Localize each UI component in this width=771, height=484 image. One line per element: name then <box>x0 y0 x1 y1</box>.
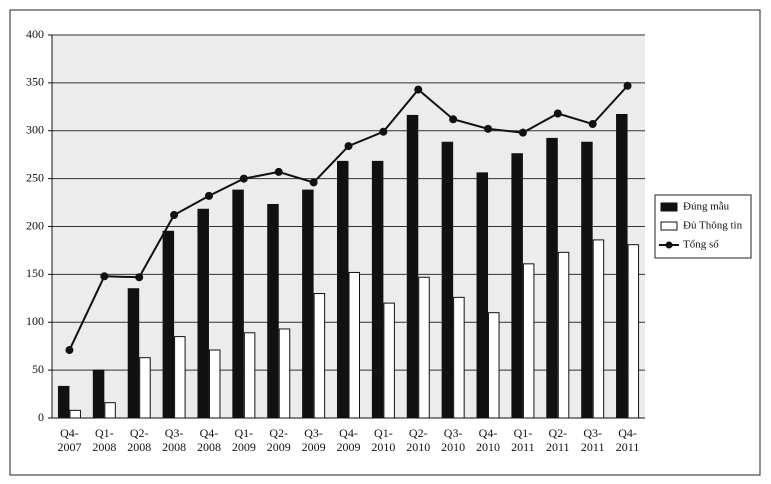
x-tick-label: Q3-2009 <box>301 426 326 454</box>
x-tick-label: Q2-2010 <box>406 426 431 454</box>
bar <box>313 293 326 419</box>
y-tick-label: 100 <box>26 314 44 328</box>
bar <box>406 114 419 419</box>
x-tick-label: Q4-2007 <box>57 426 82 454</box>
bar <box>348 271 360 419</box>
x-tick-label: Q1-2009 <box>231 426 256 454</box>
bar <box>616 113 628 419</box>
bar <box>278 328 291 419</box>
bar <box>453 296 465 419</box>
bar <box>627 244 640 419</box>
legend-swatch <box>660 221 678 231</box>
line-point <box>204 191 213 200</box>
x-tick-label: Q4-2011 <box>615 426 640 454</box>
bar <box>371 160 384 419</box>
bar <box>208 349 221 419</box>
bar <box>104 402 116 419</box>
bar <box>243 332 256 419</box>
line-point <box>588 120 597 129</box>
bar <box>174 336 186 419</box>
legend-marker <box>665 241 673 249</box>
y-tick-label: 300 <box>26 123 44 137</box>
bar <box>267 203 279 419</box>
line-point <box>379 127 388 136</box>
line-point <box>100 272 109 281</box>
bar <box>139 357 151 419</box>
y-tick-label: 350 <box>26 75 44 89</box>
line-point <box>309 178 318 187</box>
bar <box>383 302 395 419</box>
y-tick-label: 200 <box>26 218 44 232</box>
line-point <box>344 142 353 151</box>
x-tick-label: Q1-2010 <box>371 426 396 454</box>
bar <box>488 312 500 419</box>
line-point <box>449 115 458 124</box>
bar <box>511 153 523 419</box>
line-point <box>518 128 527 137</box>
y-tick-label: 50 <box>32 362 44 376</box>
bar <box>127 288 140 419</box>
x-tick-label: Q1-2008 <box>92 426 117 454</box>
line-point <box>623 81 632 90</box>
bar <box>69 409 81 419</box>
line-point <box>553 109 562 118</box>
x-tick-label: Q4-2009 <box>336 426 361 454</box>
x-tick-label: Q2-2009 <box>266 426 291 454</box>
line-point <box>484 124 493 133</box>
line-point <box>414 85 423 94</box>
x-tick-label: Q2-2011 <box>546 426 570 454</box>
line-point <box>65 346 74 355</box>
bar <box>557 251 570 419</box>
bar <box>92 369 105 419</box>
y-tick-label: 150 <box>26 266 44 280</box>
line-point <box>274 167 283 176</box>
bar <box>232 189 244 419</box>
bar <box>418 276 430 419</box>
bar <box>302 189 314 419</box>
bar <box>441 141 454 419</box>
bar <box>581 141 593 419</box>
legend-swatch <box>660 202 678 212</box>
x-tick-label: Q3-2011 <box>580 426 605 454</box>
x-tick-label: Q3-2008 <box>162 426 187 454</box>
bar <box>197 208 209 419</box>
bar <box>522 263 535 419</box>
legend-label: Đúng mẫu <box>683 201 730 213</box>
legend-label: Tổng số <box>683 239 719 251</box>
y-tick-label: 0 <box>38 410 44 424</box>
line-point <box>170 211 179 220</box>
bar <box>592 239 605 419</box>
bar <box>476 172 489 419</box>
x-tick-label: Q4-2008 <box>196 426 221 454</box>
bar <box>57 385 70 419</box>
legend-label: Đủ Thông tin <box>683 220 743 232</box>
x-tick-label: Q1-2011 <box>511 426 535 454</box>
bar <box>162 230 175 419</box>
bar <box>337 160 349 419</box>
y-tick-label: 250 <box>26 170 44 184</box>
line-point <box>135 273 144 282</box>
x-tick-label: Q4-2010 <box>476 426 501 454</box>
x-tick-label: Q2-2008 <box>127 426 152 454</box>
x-tick-label: Q3-2010 <box>441 426 466 454</box>
bar <box>546 137 558 419</box>
y-tick-label: 400 <box>26 27 44 41</box>
line-point <box>239 174 248 183</box>
